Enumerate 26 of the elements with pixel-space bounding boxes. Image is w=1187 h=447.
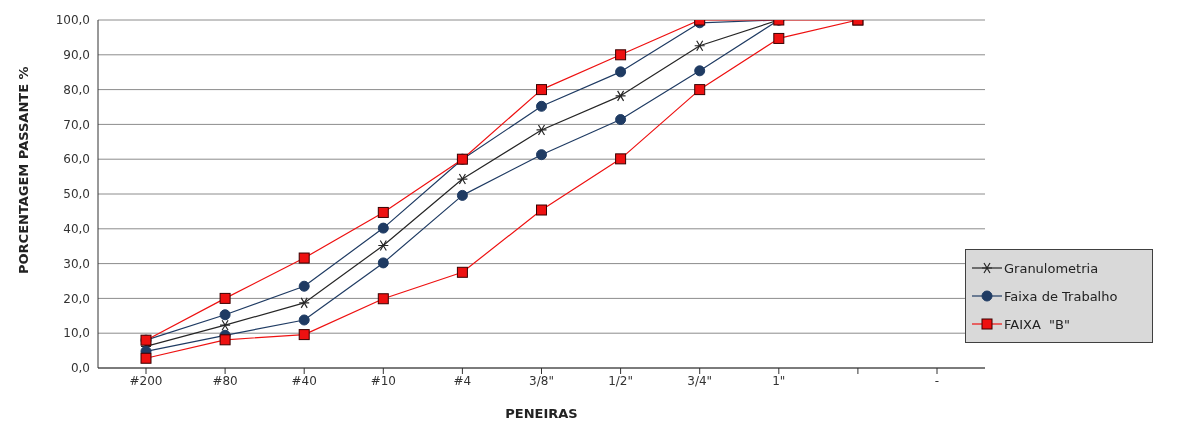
y-tick-label: 90,0 xyxy=(63,48,90,63)
y-tick-label: 30,0 xyxy=(63,256,90,271)
y-tick-label: 60,0 xyxy=(63,152,90,167)
legend-label: Faixa de Trabalho xyxy=(1004,288,1118,304)
y-tick-label: 20,0 xyxy=(63,291,90,306)
x-tick-label: #40 xyxy=(291,373,317,388)
y-tick-label: 40,0 xyxy=(63,222,90,237)
y-tick-label: 70,0 xyxy=(63,117,90,132)
legend-label: FAIXA "B" xyxy=(1004,316,1070,332)
y-tick-label: 10,0 xyxy=(63,326,90,341)
y-tick-label: 80,0 xyxy=(63,82,90,97)
x-tick-label: 3/4" xyxy=(687,373,713,388)
y-tick-label: 0,0 xyxy=(70,361,90,376)
x-tick-label: #200 xyxy=(129,373,163,388)
x-tick-label: 3/8" xyxy=(529,373,554,388)
x-tick-label: 1" xyxy=(772,373,786,388)
x-axis-title: PENEIRAS xyxy=(505,406,578,421)
x-tick-label: #10 xyxy=(370,373,396,388)
x-tick-label: - xyxy=(934,373,940,388)
y-tick-label: 50,0 xyxy=(63,187,90,202)
x-tick-label: 1/2" xyxy=(608,373,634,388)
x-tick-label: #4 xyxy=(453,373,472,388)
y-axis-title: PORCENTAGEM PASSANTE % xyxy=(15,66,31,274)
legend-label: Granulometria xyxy=(1004,260,1099,276)
x-tick-label: #80 xyxy=(212,373,238,388)
y-tick-label: 100,0 xyxy=(55,13,90,28)
